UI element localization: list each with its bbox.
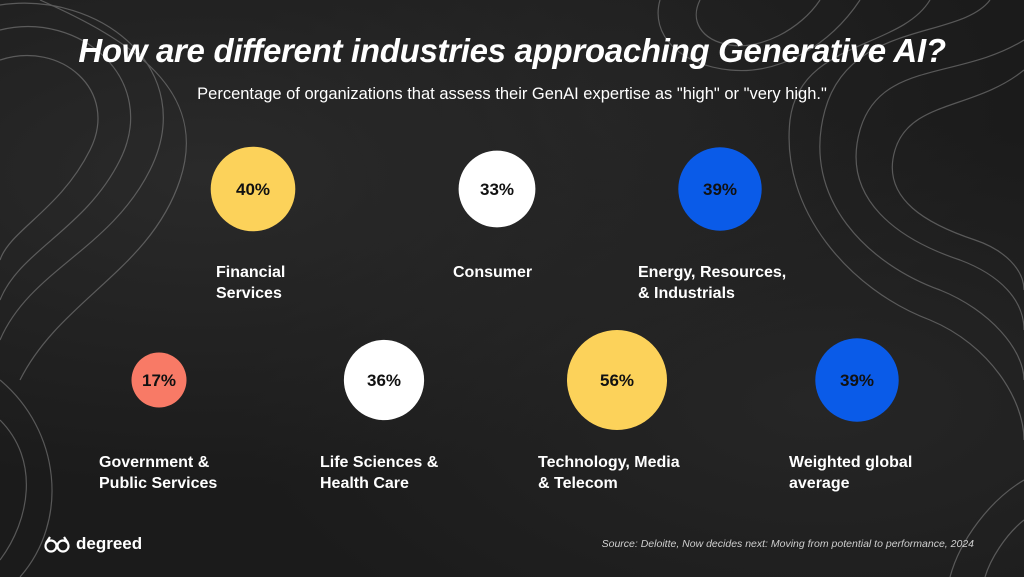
bubble-1: [458, 150, 536, 228]
glasses-icon: [44, 536, 70, 553]
category-label-line: Energy, Resources,: [638, 264, 787, 281]
bubble-4: [343, 339, 425, 421]
category-label-line: & Industrials: [638, 285, 735, 302]
category-label-line: Health Care: [320, 475, 409, 492]
category-label-line: Financial: [216, 264, 286, 281]
category-label: Technology, Media & Telecom: [538, 452, 738, 494]
category-label-line: & Telecom: [538, 475, 618, 492]
category-label-line: Life Sciences &: [320, 454, 439, 471]
chart-subtitle: Percentage of organizations that assess …: [197, 85, 827, 103]
category-label: Weighted global average: [789, 452, 989, 494]
category-label-line: Government &: [99, 454, 210, 471]
source-note: Source: Deloitte, Now decides next: Movi…: [601, 538, 974, 550]
bubble-value-label: 36%: [367, 371, 401, 390]
bubble-2: [678, 147, 762, 231]
bubble-value-label: 33%: [480, 180, 514, 199]
category-label: Life Sciences & Health Care: [320, 452, 520, 494]
chart-title: How are different industries approaching…: [78, 32, 946, 69]
bubble-3: [131, 352, 187, 408]
bubble-0: [210, 146, 296, 232]
category-label: Energy, Resources, & Industrials: [638, 262, 838, 304]
category-label-line: Public Services: [99, 475, 218, 492]
category-label-line: average: [789, 475, 850, 492]
logo-text: degreed: [76, 534, 143, 553]
category-label-line: Services: [216, 285, 282, 302]
category-label: Financial Services: [216, 262, 416, 304]
category-label-line: Technology, Media: [538, 454, 680, 471]
bubble-value-label: 39%: [840, 371, 874, 390]
bubble-value-label: 40%: [236, 180, 270, 199]
category-label-line: Weighted global: [789, 454, 913, 471]
bubble-6: [815, 338, 899, 422]
category-label: Consumer: [453, 262, 653, 283]
bubble-value-label: 39%: [703, 180, 737, 199]
bubble-value-label: 17%: [142, 371, 176, 390]
bubble-value-label: 56%: [600, 371, 634, 390]
category-label-line: Consumer: [453, 264, 533, 281]
bubble-5: [567, 330, 667, 430]
category-label: Government & Public Services: [99, 452, 299, 494]
degreed-logo: degreed: [44, 534, 142, 554]
